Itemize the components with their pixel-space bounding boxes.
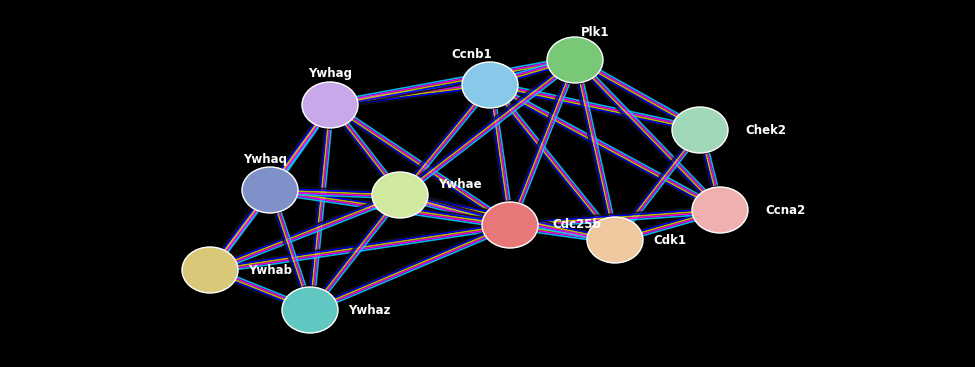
Text: Ywhaq: Ywhaq [243,153,287,167]
Ellipse shape [587,217,643,263]
Text: Ywhaz: Ywhaz [348,304,391,316]
Ellipse shape [282,287,338,333]
Ellipse shape [482,202,538,248]
Text: Ccnb1: Ccnb1 [451,48,492,62]
Ellipse shape [672,107,728,153]
Text: Ywhab: Ywhab [248,264,292,276]
Ellipse shape [302,82,358,128]
Ellipse shape [242,167,298,213]
Text: Chek2: Chek2 [745,124,786,137]
Ellipse shape [182,247,238,293]
Text: Ywhae: Ywhae [438,178,482,192]
Ellipse shape [462,62,518,108]
Ellipse shape [372,172,428,218]
Ellipse shape [547,37,603,83]
Ellipse shape [692,187,748,233]
Text: Plk1: Plk1 [581,25,609,39]
Text: Cdk1: Cdk1 [653,233,686,247]
Text: Ywhag: Ywhag [308,66,352,80]
Text: Ccna2: Ccna2 [765,203,805,217]
Text: Cdc25b: Cdc25b [552,218,601,232]
